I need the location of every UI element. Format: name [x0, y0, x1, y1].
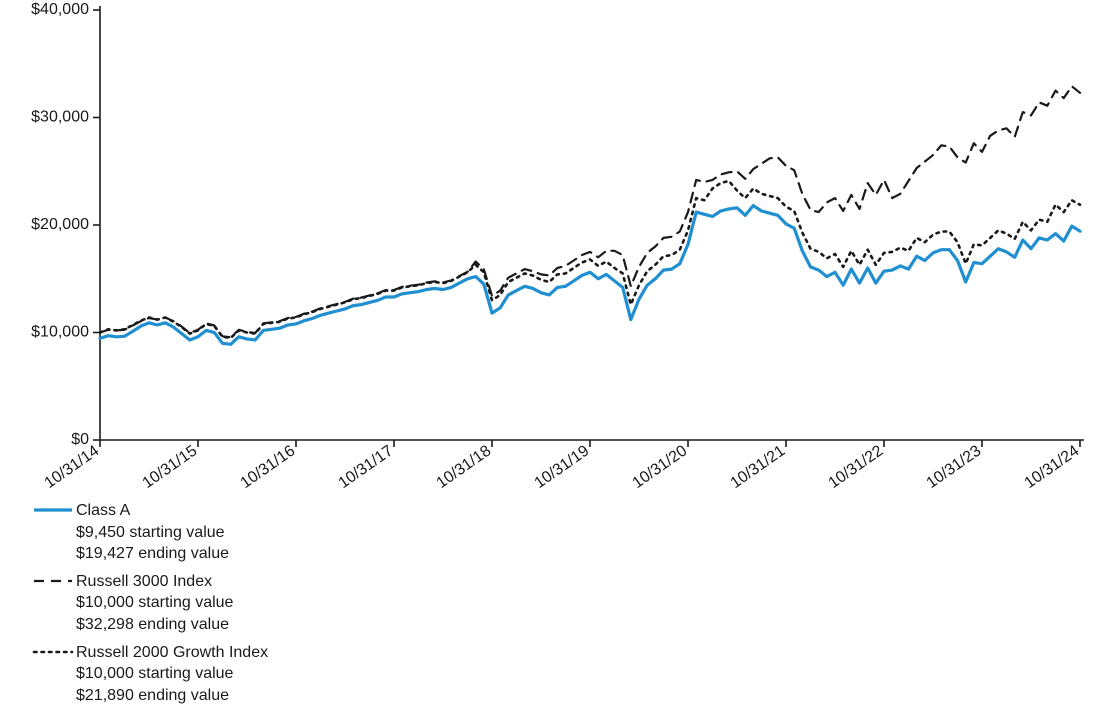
series-class_a — [100, 206, 1080, 345]
x-tick-label: 10/31/20 — [630, 442, 691, 492]
x-tick-label: 10/31/21 — [728, 442, 789, 492]
x-tick-label: 10/31/19 — [532, 442, 593, 492]
x-tick-label-group: 10/31/14 — [42, 442, 103, 492]
legend-text-russell-3000: Russell 3000 Index $10,000 starting valu… — [76, 571, 233, 636]
series-russell_3000 — [100, 86, 1080, 337]
legend-swatch-russell-2000-growth — [32, 642, 76, 662]
legend-item-russell-2000-growth: Russell 2000 Growth Index $10,000 starti… — [32, 642, 572, 707]
legend-text-russell-2000-growth: Russell 2000 Growth Index $10,000 starti… — [76, 642, 268, 707]
legend-starting-value: $9,450 starting value — [76, 522, 229, 544]
legend-title: Russell 3000 Index — [76, 571, 233, 593]
x-tick-label: 10/31/23 — [924, 442, 985, 492]
x-tick-label: 10/31/16 — [238, 442, 299, 492]
x-tick-label: 10/31/24 — [1022, 442, 1083, 492]
y-tick-label: $10,000 — [31, 324, 89, 341]
series-russell_2000_growth — [100, 181, 1080, 338]
y-tick-label: $40,000 — [31, 1, 89, 18]
legend: Class A $9,450 starting value $19,427 en… — [32, 500, 1072, 712]
x-tick-label-group: 10/31/16 — [238, 442, 299, 492]
x-tick-label: 10/31/17 — [336, 442, 397, 492]
x-tick-label-group: 10/31/15 — [140, 442, 201, 492]
x-tick-label: 10/31/15 — [140, 442, 201, 492]
x-tick-label-group: 10/31/18 — [434, 442, 495, 492]
legend-ending-value: $21,890 ending value — [76, 685, 268, 707]
x-tick-label-group: 10/31/23 — [924, 442, 985, 492]
x-tick-label-group: 10/31/19 — [532, 442, 593, 492]
legend-item-russell-3000: Russell 3000 Index $10,000 starting valu… — [32, 571, 552, 636]
legend-ending-value: $32,298 ending value — [76, 614, 233, 636]
x-tick-label-group: 10/31/22 — [826, 442, 887, 492]
legend-starting-value: $10,000 starting value — [76, 592, 233, 614]
legend-ending-value: $19,427 ending value — [76, 543, 229, 565]
legend-swatch-russell-3000 — [32, 571, 76, 591]
x-tick-label: 10/31/14 — [42, 442, 103, 492]
y-tick-label: $20,000 — [31, 216, 89, 233]
x-tick-label-group: 10/31/24 — [1022, 442, 1083, 492]
legend-item-class-a: Class A $9,450 starting value $19,427 en… — [32, 500, 572, 565]
x-tick-label-group: 10/31/17 — [336, 442, 397, 492]
legend-starting-value: $10,000 starting value — [76, 663, 268, 685]
legend-text-class-a: Class A $9,450 starting value $19,427 en… — [76, 500, 229, 565]
x-tick-label: 10/31/18 — [434, 442, 495, 492]
legend-row-1: Class A $9,450 starting value $19,427 en… — [32, 500, 1072, 642]
y-tick-label: $30,000 — [31, 109, 89, 126]
legend-row-2: Russell 2000 Growth Index $10,000 starti… — [32, 642, 1072, 712]
growth-chart: $0$10,000$20,000$30,000$40,00010/31/1410… — [0, 0, 1100, 653]
legend-title: Class A — [76, 500, 229, 522]
legend-title: Russell 2000 Growth Index — [76, 642, 268, 664]
x-tick-label-group: 10/31/21 — [728, 442, 789, 492]
legend-swatch-class-a — [32, 500, 76, 520]
x-tick-label-group: 10/31/20 — [630, 442, 691, 492]
x-tick-label: 10/31/22 — [826, 442, 887, 492]
